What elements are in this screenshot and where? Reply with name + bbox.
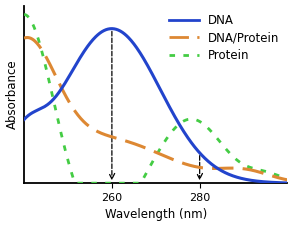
Y-axis label: Absorbance: Absorbance (6, 59, 18, 129)
Legend: DNA, DNA/Protein, Protein: DNA, DNA/Protein, Protein (164, 10, 284, 66)
X-axis label: Wavelength (nm): Wavelength (nm) (105, 208, 207, 222)
